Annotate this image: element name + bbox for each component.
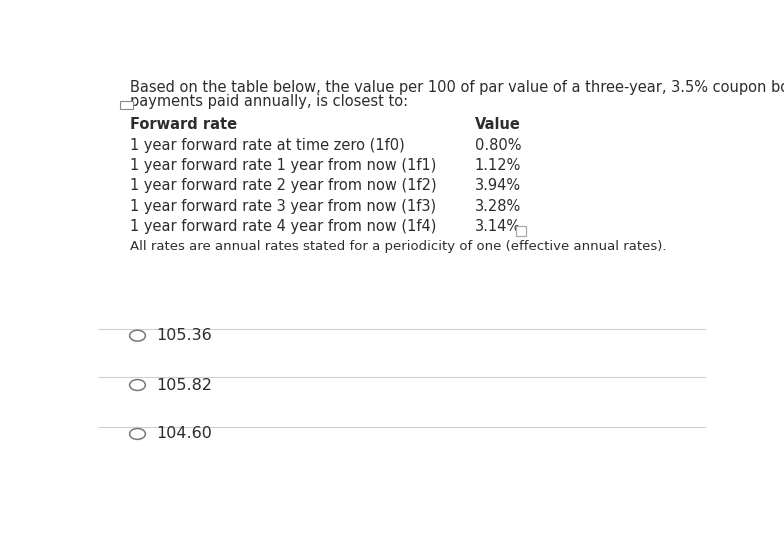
Text: 1 year forward rate 1 year from now (1f1): 1 year forward rate 1 year from now (1f1…: [129, 159, 436, 173]
Circle shape: [129, 428, 145, 439]
Text: 1 year forward rate at time zero (1f0): 1 year forward rate at time zero (1f0): [129, 138, 405, 153]
Text: 104.60: 104.60: [156, 426, 212, 441]
Text: Value: Value: [474, 117, 521, 132]
FancyBboxPatch shape: [516, 226, 526, 236]
Circle shape: [129, 380, 145, 390]
FancyBboxPatch shape: [121, 100, 132, 109]
Text: 3.94%: 3.94%: [474, 179, 521, 193]
Text: 1 year forward rate 2 year from now (1f2): 1 year forward rate 2 year from now (1f2…: [129, 179, 436, 193]
Text: 105.82: 105.82: [156, 377, 212, 393]
Text: 105.36: 105.36: [156, 328, 212, 343]
Text: 1 year forward rate 3 year from now (1f3): 1 year forward rate 3 year from now (1f3…: [129, 199, 436, 213]
Text: 3.14%: 3.14%: [474, 219, 521, 233]
Circle shape: [129, 330, 145, 341]
Text: Forward rate: Forward rate: [129, 117, 237, 132]
Text: 1.12%: 1.12%: [474, 159, 521, 173]
Text: All rates are annual rates stated for a periodicity of one (effective annual rat: All rates are annual rates stated for a …: [129, 240, 666, 253]
Text: 1 year forward rate 4 year from now (1f4): 1 year forward rate 4 year from now (1f4…: [129, 219, 436, 233]
Text: 0.80%: 0.80%: [474, 138, 521, 153]
Text: Based on the table below, the value per 100 of par value of a three-year, 3.5% c: Based on the table below, the value per …: [129, 80, 784, 95]
Text: payments paid annually, is closest to:: payments paid annually, is closest to:: [129, 94, 408, 110]
Text: 3.28%: 3.28%: [474, 199, 521, 213]
